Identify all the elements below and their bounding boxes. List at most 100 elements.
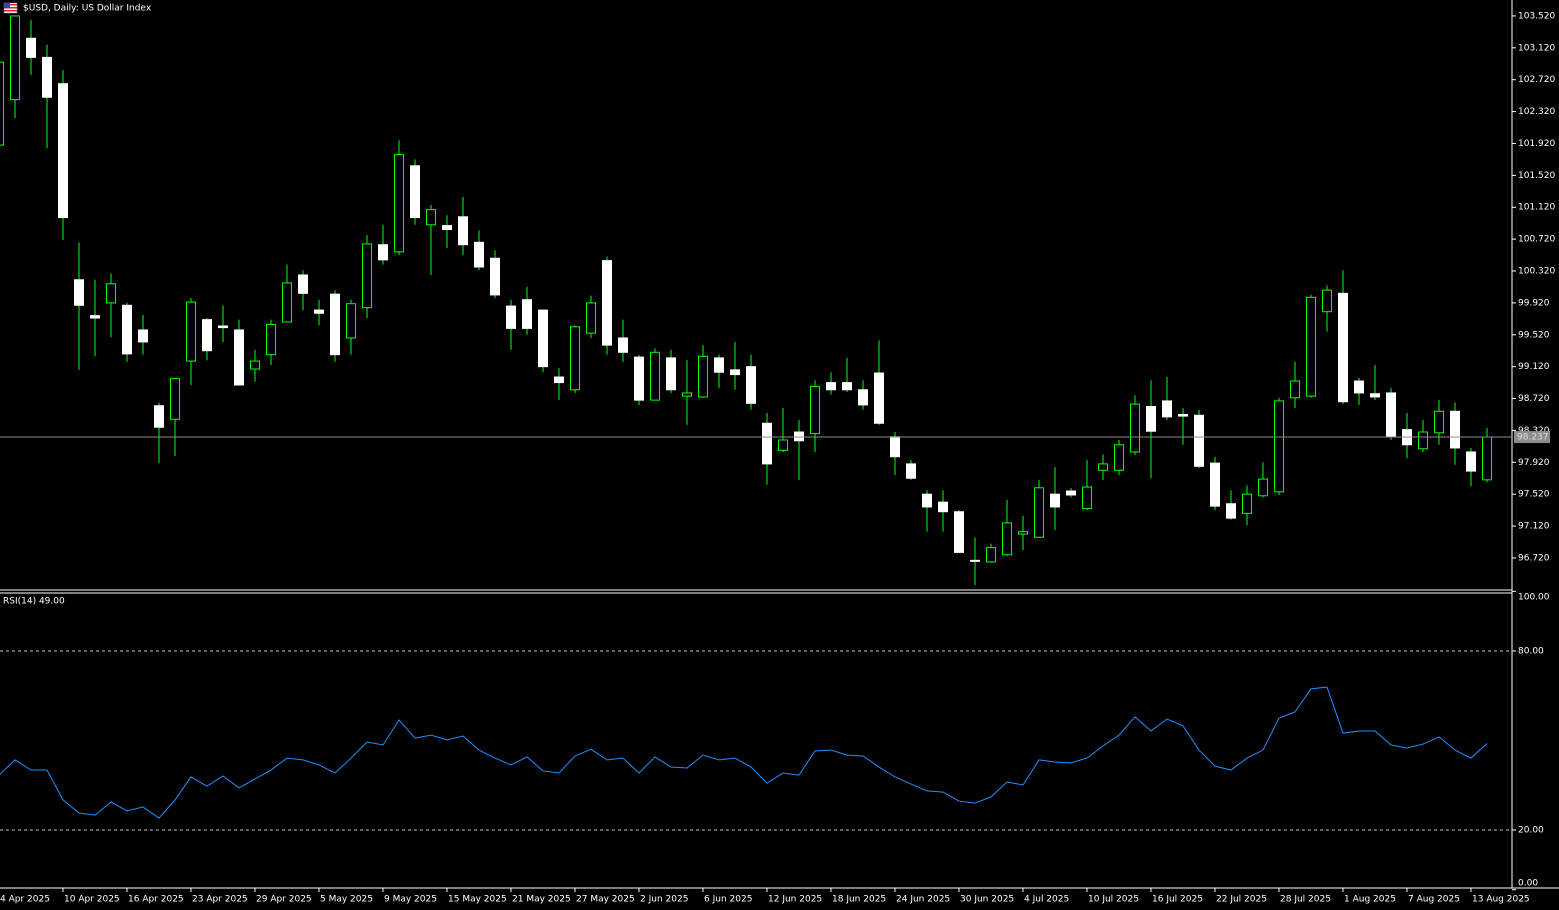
y-tick-label: 99.520 — [1518, 330, 1550, 340]
candle-body — [986, 547, 996, 563]
candle-body — [1130, 403, 1140, 453]
candle-body — [330, 293, 340, 356]
y-tick-label: 96.720 — [1518, 553, 1550, 563]
candle-body — [138, 329, 148, 343]
rsi-line — [0, 686, 1488, 819]
candle-body — [538, 309, 548, 368]
candle-body — [90, 315, 100, 319]
candle-body — [266, 323, 276, 356]
y-tick-label: 98.320 — [1518, 426, 1550, 436]
candle-body — [10, 15, 20, 101]
candle-body — [378, 244, 388, 261]
x-tick-label: 2 Jun 2025 — [640, 895, 688, 905]
candle-body — [1146, 406, 1156, 432]
x-tick-label: 16 Jul 2025 — [1152, 895, 1203, 905]
x-tick-label: 12 Jun 2025 — [768, 895, 822, 905]
candle-body — [826, 382, 836, 391]
candle-body — [218, 325, 228, 329]
x-tick-label: 13 Aug 2025 — [1472, 895, 1530, 905]
y-tick-label: 20.00 — [1518, 826, 1544, 836]
x-tick-label: 23 Apr 2025 — [192, 895, 248, 905]
candle-body — [1178, 413, 1188, 417]
candle-body — [1258, 478, 1268, 497]
candle-body — [1194, 414, 1204, 467]
candle-body — [1306, 296, 1316, 397]
x-tick-label: 28 Jul 2025 — [1280, 895, 1331, 905]
x-tick-label: 29 Apr 2025 — [256, 895, 312, 905]
candle-body — [1370, 393, 1380, 398]
indicator-title: RSI(14) 49.00 — [3, 597, 65, 607]
candle-body — [890, 436, 900, 458]
candle-body — [202, 319, 212, 352]
candle-body — [570, 326, 580, 391]
y-tick-label: 103.520 — [1518, 11, 1555, 21]
candle-body — [858, 389, 868, 406]
candle-body — [314, 309, 324, 314]
candle-body — [122, 304, 132, 355]
candle-body — [1434, 410, 1444, 434]
y-tick-label: 103.120 — [1518, 43, 1555, 53]
candle-body — [970, 559, 980, 562]
candle-body — [474, 241, 484, 268]
x-tick-label: 16 Apr 2025 — [128, 895, 184, 905]
candle-body — [602, 260, 612, 346]
candle-body — [1290, 380, 1300, 399]
candle-body — [1210, 462, 1220, 507]
candle-body — [1274, 400, 1284, 493]
candle-body — [1082, 486, 1092, 510]
candle-body — [42, 56, 52, 98]
candle-body — [810, 386, 820, 435]
y-tick-label: 101.520 — [1518, 171, 1555, 181]
candle-body — [938, 501, 948, 513]
candle-body — [1450, 410, 1460, 449]
candle-body — [906, 463, 916, 479]
candle-body — [1482, 436, 1492, 481]
candle-body — [762, 422, 772, 465]
candle-body — [954, 511, 964, 553]
candle-body — [234, 329, 244, 386]
candle-body — [554, 376, 564, 384]
candle-body — [1034, 487, 1044, 538]
y-tick-label: 97.120 — [1518, 522, 1550, 532]
candle-body — [490, 257, 500, 296]
candle-body — [1242, 493, 1252, 514]
candle-body — [746, 366, 756, 404]
candle-body — [1114, 444, 1124, 471]
candle-body — [1098, 463, 1108, 471]
candle-body — [714, 357, 724, 373]
x-tick-label: 24 Jun 2025 — [896, 895, 950, 905]
candle-body — [522, 299, 532, 329]
y-tick-label: 100.720 — [1518, 235, 1555, 245]
last-price-box — [1514, 431, 1550, 444]
candle-body — [922, 493, 932, 508]
y-tick-label: 80.00 — [1518, 646, 1544, 656]
candle-body — [154, 405, 164, 428]
candle-body — [346, 303, 356, 339]
candle-body — [410, 165, 420, 219]
x-tick-label: 6 Jun 2025 — [704, 895, 752, 905]
candle-body — [1354, 380, 1364, 394]
candle-body — [394, 154, 404, 253]
x-tick-label: 10 Jul 2025 — [1088, 895, 1139, 905]
last-price-label: 98.237 — [1517, 433, 1549, 443]
candle-body — [442, 225, 452, 231]
candle-body — [842, 382, 852, 391]
candle-body — [874, 372, 884, 424]
x-tick-label: 18 Jun 2025 — [832, 895, 886, 905]
candle-body — [506, 305, 516, 329]
y-tick-label: 102.720 — [1518, 75, 1555, 85]
flag-icon — [3, 2, 18, 14]
candle-body — [778, 439, 788, 451]
x-tick-label: 4 Apr 2025 — [0, 895, 50, 905]
y-tick-label: 98.720 — [1518, 394, 1550, 404]
candle-body — [0, 61, 4, 146]
y-tick-label: 100.320 — [1518, 267, 1555, 277]
candle-body — [250, 360, 260, 370]
candle-body — [1162, 400, 1172, 418]
candle-body — [682, 392, 692, 397]
candle-body — [186, 301, 196, 362]
candle-body — [1002, 522, 1012, 556]
candle-body — [1338, 292, 1348, 403]
